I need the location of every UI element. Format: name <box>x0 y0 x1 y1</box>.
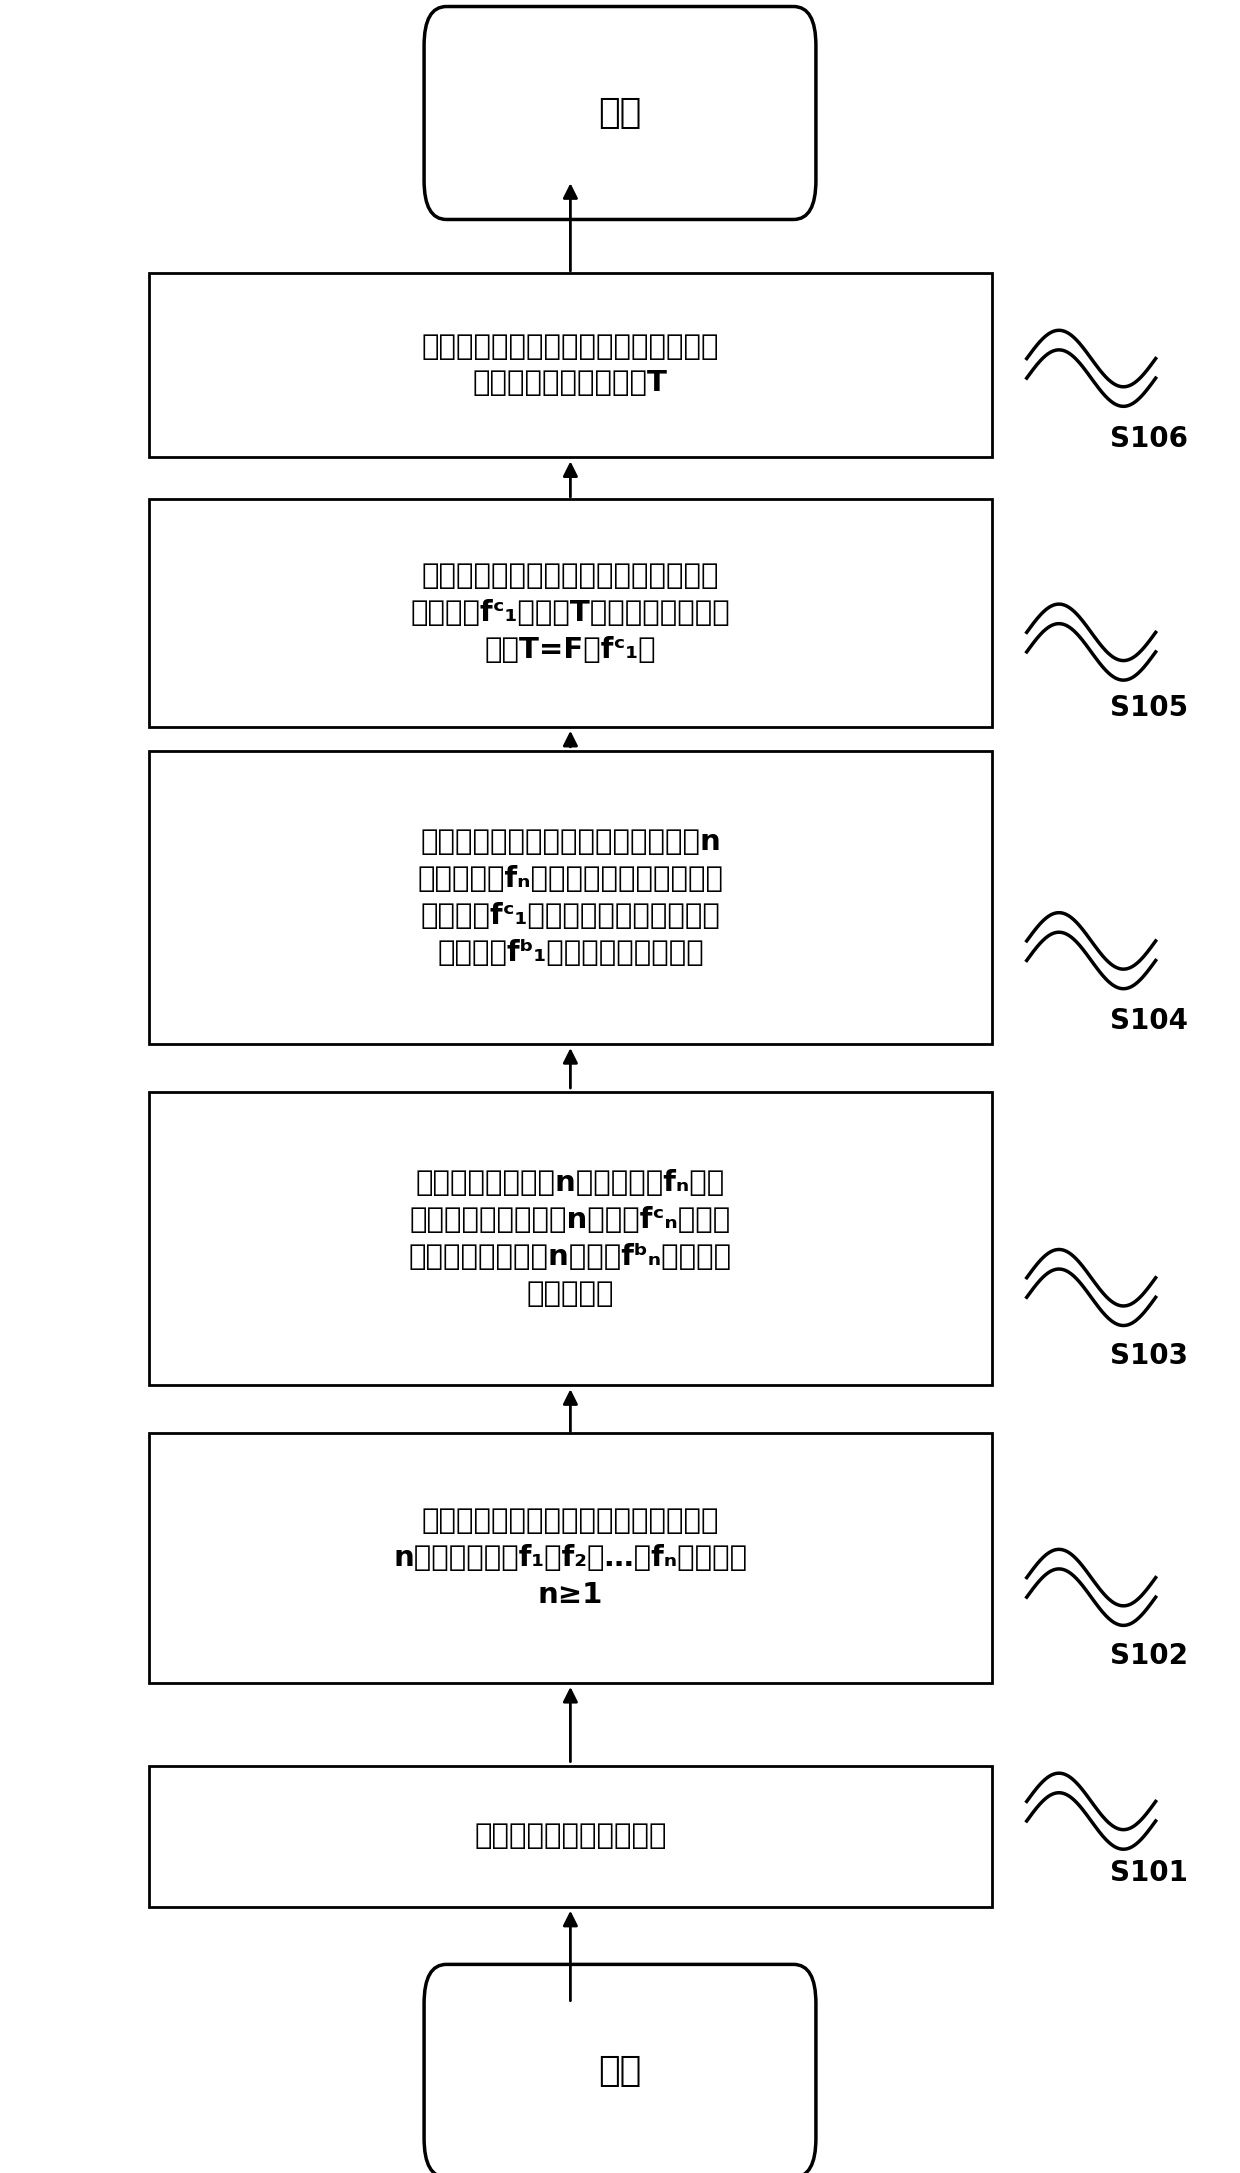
Text: S103: S103 <box>1110 1343 1188 1369</box>
Text: 确定所述拉索在只考虑几何刚度时的第
一阶频率fᶜ₁与索力T之间的第三关系函
数：T=F（fᶜ₁）: 确定所述拉索在只考虑几何刚度时的第 一阶频率fᶜ₁与索力T之间的第三关系函 数：… <box>410 563 730 663</box>
Bar <box>149 500 992 726</box>
Text: 结束: 结束 <box>599 96 641 130</box>
FancyBboxPatch shape <box>424 7 816 219</box>
Text: S101: S101 <box>1110 1860 1188 1886</box>
Text: 开始: 开始 <box>599 2053 641 2088</box>
Text: 对所述拉索振动信号进行分析，得出前
n阶的振动频率f₁、f₂、…、fₙ，其中，
n≥1: 对所述拉索振动信号进行分析，得出前 n阶的振动频率f₁、f₂、…、fₙ，其中， … <box>393 1508 748 1608</box>
Text: S105: S105 <box>1110 695 1188 721</box>
Bar <box>149 274 992 459</box>
Text: S106: S106 <box>1110 426 1188 452</box>
Bar <box>149 1091 992 1386</box>
Bar <box>149 752 992 1045</box>
Text: 基于第一关系函数确定所述拉索的第n
阶振动频率fₙ与只考虑几何刚度时的第
一阶频率fᶜ₁和只考虑弯曲刚度时的第
一阶频率fᵇ₁之间的第二关系函数: 基于第一关系函数确定所述拉索的第n 阶振动频率fₙ与只考虑几何刚度时的第 一阶频… <box>418 828 723 967</box>
Text: 确定所述拉索的第n阶振动频率fₙ与只
考虑几何刚度时的第n阶频率fᶜₙ和只考
虑弯曲刚度时的第n阶频率fᵇₙ之间的第
一关系函数: 确定所述拉索的第n阶振动频率fₙ与只 考虑几何刚度时的第n阶频率fᶜₙ和只考 虑… <box>409 1169 732 1308</box>
Text: 基于所述第二关系函数以及所述第三关
系函数，计算所述索力T: 基于所述第二关系函数以及所述第三关 系函数，计算所述索力T <box>422 332 719 398</box>
Text: 获取所述拉索的振动信号: 获取所述拉索的振动信号 <box>474 1823 667 1849</box>
FancyBboxPatch shape <box>424 1964 816 2173</box>
Text: S102: S102 <box>1110 1643 1188 1669</box>
Bar <box>149 1764 992 1908</box>
Bar <box>149 1434 992 1682</box>
Text: S104: S104 <box>1110 1008 1188 1034</box>
